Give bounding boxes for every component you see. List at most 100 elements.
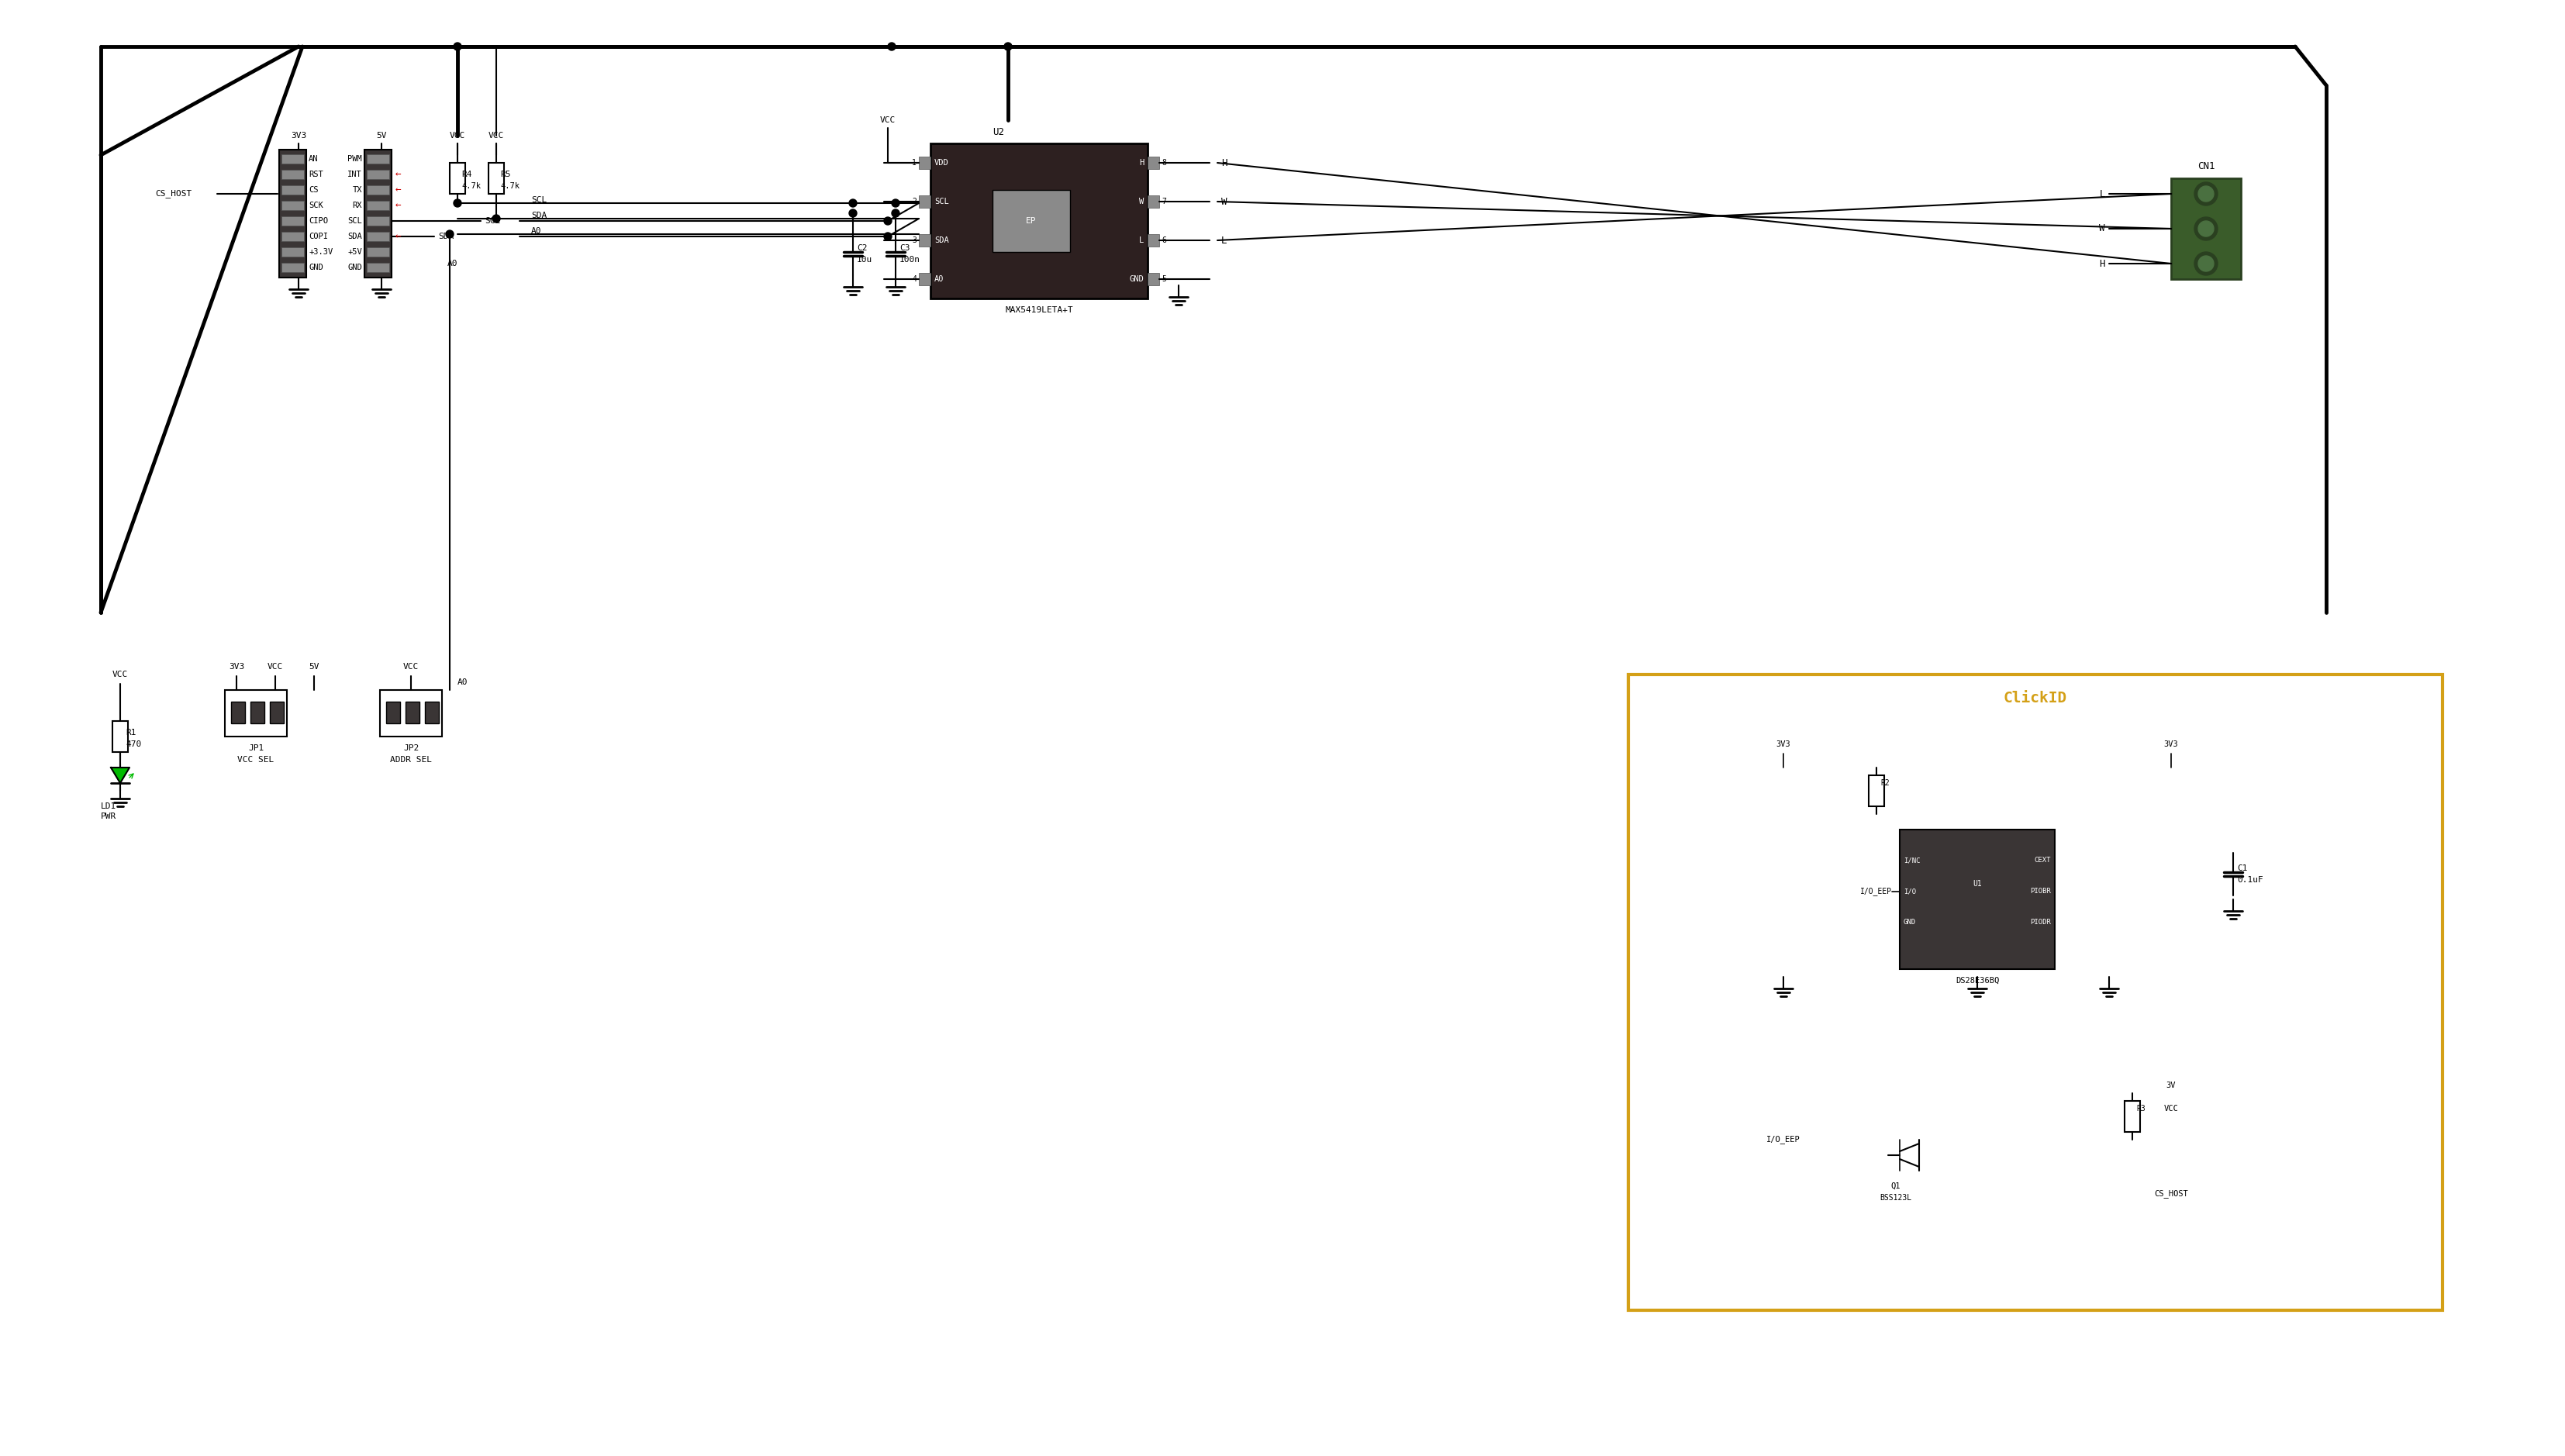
Text: 4.7k: 4.7k — [500, 182, 521, 189]
Text: DS28E36BQ: DS28E36BQ — [1955, 977, 1998, 984]
Text: CN1: CN1 — [2198, 162, 2214, 172]
Text: I/O_EEP: I/O_EEP — [1860, 887, 1893, 895]
Text: VDD: VDD — [934, 159, 949, 166]
Text: 2: 2 — [913, 198, 916, 205]
Bar — [405, 702, 421, 724]
Bar — [426, 702, 439, 724]
Circle shape — [454, 199, 462, 207]
Text: Q1: Q1 — [1890, 1182, 1901, 1190]
Text: RX: RX — [351, 201, 362, 210]
Circle shape — [2196, 252, 2219, 275]
Circle shape — [454, 42, 462, 51]
Polygon shape — [110, 767, 128, 783]
Circle shape — [893, 199, 900, 207]
Bar — [449, 163, 464, 194]
Text: SCK: SCK — [308, 201, 323, 210]
Bar — [1147, 157, 1159, 169]
Bar — [282, 248, 305, 256]
Text: CS_HOST: CS_HOST — [154, 189, 192, 198]
Text: JP2: JP2 — [403, 744, 418, 753]
Circle shape — [1003, 42, 1011, 51]
Bar — [993, 189, 1070, 252]
Bar — [1147, 195, 1159, 208]
Text: CEXT: CEXT — [2034, 858, 2052, 863]
Bar — [282, 232, 305, 242]
Text: L: L — [1139, 236, 1144, 245]
Circle shape — [849, 210, 857, 217]
Text: VCC: VCC — [449, 132, 464, 140]
Text: RST: RST — [308, 170, 323, 178]
Text: R3: R3 — [2137, 1105, 2144, 1112]
Bar — [269, 702, 285, 724]
Circle shape — [2198, 186, 2214, 201]
Text: 3: 3 — [913, 236, 916, 245]
Text: ClickID: ClickID — [2003, 690, 2067, 705]
Bar — [367, 217, 390, 226]
Text: 3V3: 3V3 — [290, 132, 305, 140]
Text: GND: GND — [308, 264, 323, 271]
Text: ←: ← — [395, 201, 400, 211]
Text: A0: A0 — [446, 259, 457, 268]
Text: VCC: VCC — [113, 671, 128, 678]
Text: L: L — [1221, 236, 1226, 246]
Text: H: H — [1139, 159, 1144, 166]
Text: 0.1uF: 0.1uF — [2237, 877, 2262, 884]
Bar — [387, 702, 400, 724]
Bar — [282, 185, 305, 195]
Circle shape — [2196, 217, 2219, 240]
Text: A0: A0 — [531, 227, 541, 234]
Text: R2: R2 — [1880, 779, 1890, 786]
Text: L: L — [2098, 189, 2106, 199]
Circle shape — [2196, 182, 2219, 205]
Text: I/O_EEP: I/O_EEP — [1767, 1136, 1801, 1144]
Bar — [367, 154, 390, 163]
Text: W: W — [1221, 197, 1226, 207]
Text: CIPO: CIPO — [308, 217, 328, 224]
Text: H: H — [1221, 157, 1226, 167]
Text: COPI: COPI — [308, 233, 328, 240]
Text: ←: ← — [395, 185, 400, 195]
Text: U2: U2 — [993, 127, 1003, 137]
Bar — [918, 157, 931, 169]
Bar — [251, 702, 264, 724]
Text: GND: GND — [349, 264, 362, 271]
Text: 5V: 5V — [308, 662, 318, 671]
Text: 7: 7 — [1162, 198, 1167, 205]
Text: SDA: SDA — [531, 211, 546, 220]
Text: 3V: 3V — [2167, 1082, 2175, 1089]
Text: SCL: SCL — [349, 217, 362, 224]
Text: R4: R4 — [462, 170, 472, 178]
Bar — [487, 163, 503, 194]
Bar — [931, 144, 1147, 298]
Circle shape — [2198, 221, 2214, 236]
Text: JP1: JP1 — [249, 744, 264, 753]
Bar — [280, 150, 305, 278]
Bar — [367, 232, 390, 242]
Text: 470: 470 — [126, 741, 141, 748]
Bar — [918, 234, 931, 246]
Text: 5: 5 — [1162, 275, 1167, 282]
Text: GND: GND — [1129, 275, 1144, 282]
Text: I/O: I/O — [1903, 888, 1916, 895]
Text: PIOBR: PIOBR — [2029, 888, 2052, 895]
Text: ADDR SEL: ADDR SEL — [390, 756, 431, 763]
Bar — [367, 201, 390, 210]
Bar — [226, 690, 287, 737]
Circle shape — [492, 214, 500, 223]
Bar — [231, 702, 246, 724]
Text: 5V: 5V — [377, 132, 387, 140]
Text: VCC: VCC — [487, 132, 505, 140]
Text: W: W — [2098, 224, 2106, 234]
Circle shape — [887, 42, 895, 51]
Bar — [113, 721, 128, 753]
Text: TX: TX — [351, 186, 362, 194]
Text: 3V3: 3V3 — [2165, 741, 2178, 748]
Bar — [282, 170, 305, 179]
Text: C1: C1 — [2237, 865, 2247, 872]
Circle shape — [2198, 256, 2214, 271]
Text: W: W — [1139, 198, 1144, 205]
Circle shape — [885, 217, 893, 224]
Text: R5: R5 — [500, 170, 510, 178]
Text: SCL: SCL — [934, 198, 949, 205]
Text: PIODR: PIODR — [2029, 919, 2052, 926]
